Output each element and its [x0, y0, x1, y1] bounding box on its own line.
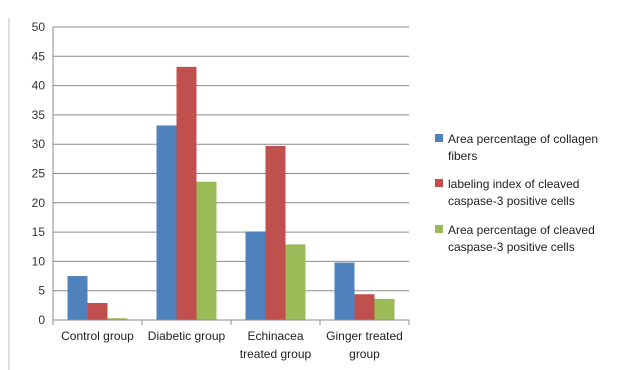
bar	[265, 145, 286, 320]
y-tick-label: 50	[32, 20, 46, 34]
bar	[285, 244, 306, 320]
x-tick-label: Ginger treated	[326, 329, 403, 343]
bar	[176, 66, 197, 321]
legend-swatch	[435, 134, 443, 142]
x-tick-label: Diabetic group	[148, 329, 226, 343]
bar	[245, 231, 266, 320]
legend-label: Area percentage of cleaved	[448, 223, 595, 237]
legend-label: fibers	[448, 149, 477, 163]
y-tick-label: 10	[32, 254, 46, 268]
y-tick-label: 20	[32, 196, 46, 210]
bar	[196, 181, 217, 320]
bar	[156, 125, 177, 320]
legend-swatch	[435, 225, 443, 233]
legend-label: labeling index of cleaved	[448, 177, 579, 191]
x-tick-label: treated group	[240, 347, 312, 361]
bars	[67, 66, 395, 321]
gridlines	[53, 26, 409, 292]
x-tick-label: Control group	[61, 329, 134, 343]
bar	[107, 318, 128, 320]
legend-label: caspase-3 positive cells	[448, 240, 575, 254]
axes: 0 5 10 15 20 25 30 35 40 45 50 Control group Diabeti…	[32, 20, 410, 361]
x-tick-label: Echinacea	[247, 329, 303, 343]
y-tick-label: 15	[32, 225, 46, 239]
y-tick-label: 5	[38, 284, 45, 298]
bar	[334, 262, 355, 320]
legend-label: Area percentage of collagen	[448, 132, 598, 146]
y-tick-label: 30	[32, 137, 46, 151]
bar	[67, 276, 88, 320]
bar	[87, 303, 108, 320]
legend-label: caspase-3 positive cells	[448, 194, 575, 208]
y-tick-label: 25	[32, 167, 46, 181]
y-tick-label: 45	[32, 49, 46, 63]
y-tick-label: 35	[32, 108, 46, 122]
bar	[374, 298, 395, 320]
y-tick-label: 40	[32, 79, 46, 93]
bar	[354, 294, 375, 320]
x-tick-label: group	[349, 347, 380, 361]
legend-swatch	[435, 179, 443, 187]
y-tick-label: 0	[38, 313, 45, 327]
legend: Area percentage of collagen fibers labelin…	[435, 132, 598, 254]
